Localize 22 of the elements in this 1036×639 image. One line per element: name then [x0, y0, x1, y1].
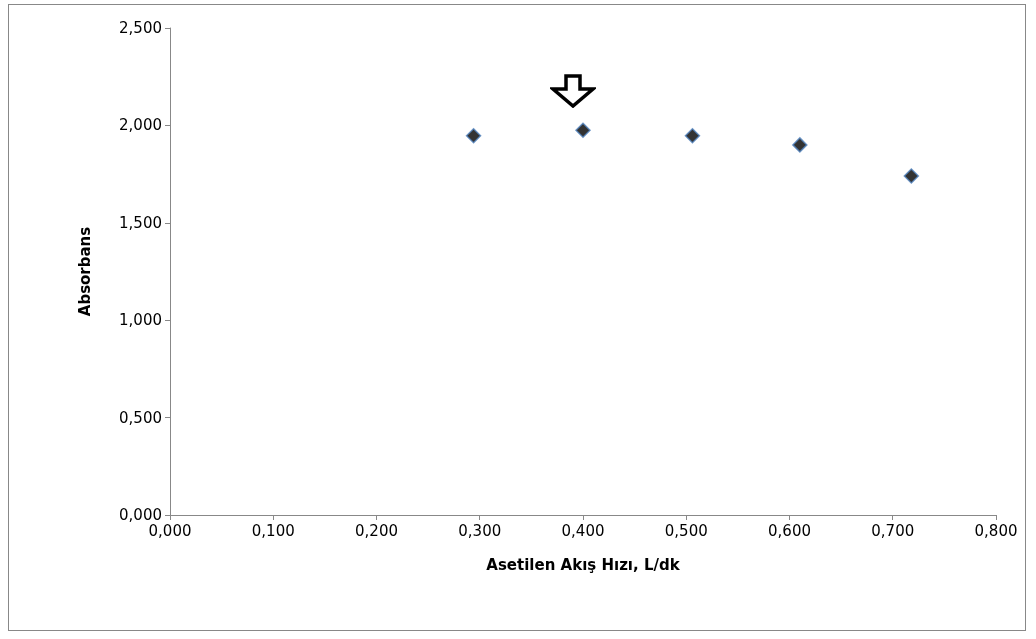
x-tick-label: 0,100 [251, 521, 295, 540]
x-tick-label: 0,700 [871, 521, 915, 540]
point [575, 122, 591, 139]
y-tick-label: 1,500 [119, 213, 162, 232]
point [465, 127, 482, 144]
y-tick-label: 0,500 [119, 408, 162, 427]
x-axis-title: Asetilen Akış Hızı, L/dk [486, 555, 681, 574]
x-tick-label: 0,600 [768, 521, 811, 540]
x-tick-label: 0,500 [664, 521, 708, 540]
y-tick-label: 2,000 [119, 116, 162, 135]
point [792, 137, 808, 153]
x-tick-label: 0,300 [458, 521, 502, 540]
point [684, 127, 701, 144]
y-tick-label: 1,000 [119, 311, 162, 330]
x-tick-label: 0,000 [148, 521, 192, 540]
x-tick-label: 0,400 [561, 521, 605, 540]
x-tick-label: 0,200 [355, 521, 398, 540]
x-tick-label: 0,800 [974, 521, 1018, 540]
y-axis-title: Absorbans [75, 226, 94, 317]
y-tick-label: 2,500 [119, 19, 162, 37]
point [903, 168, 920, 184]
y-tick-label: 0,000 [119, 506, 162, 524]
